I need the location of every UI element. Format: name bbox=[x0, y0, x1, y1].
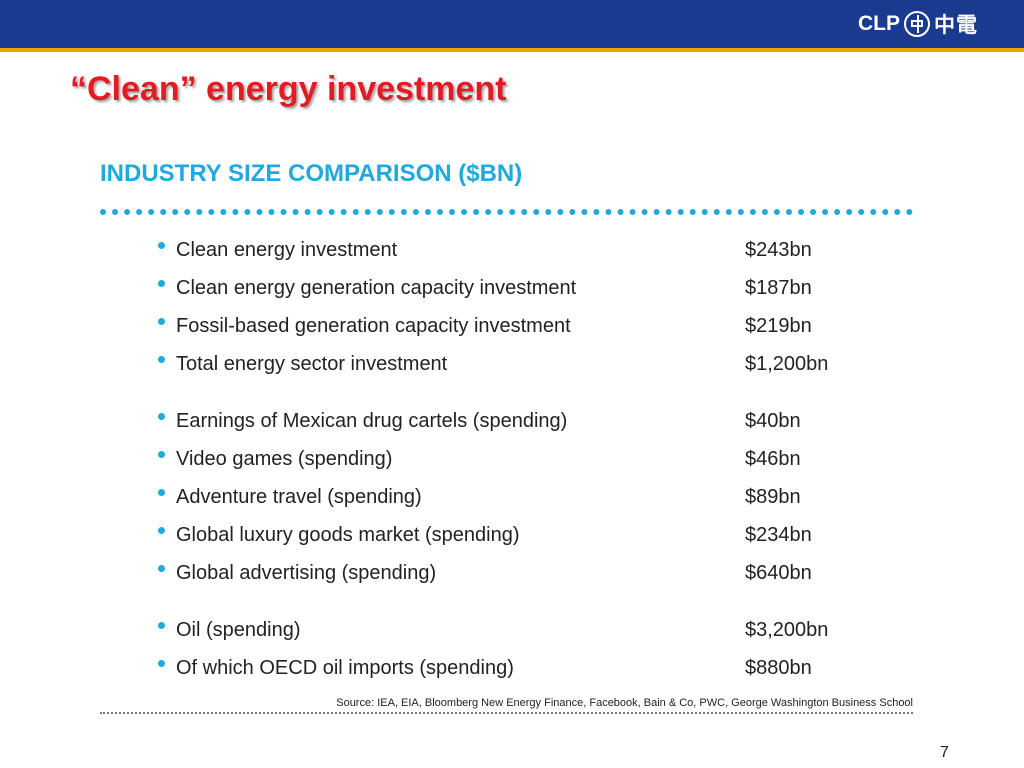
header-bar: CLP 中電 bbox=[0, 0, 1024, 52]
list-item: Global luxury goods market (spending) $23… bbox=[158, 517, 858, 555]
bullet-icon bbox=[158, 280, 165, 287]
bullet-icon bbox=[158, 565, 165, 572]
list-item: Clean energy generation capacity investm… bbox=[158, 270, 858, 308]
item-value: $89bn bbox=[745, 486, 801, 508]
bullet-icon bbox=[158, 622, 165, 629]
logo-chinese-text: 中電 bbox=[934, 14, 978, 37]
item-label: Oil (spending) bbox=[176, 619, 301, 641]
page-number: 7 bbox=[940, 744, 949, 761]
list-item: Video games (spending) $46bn bbox=[158, 441, 858, 479]
item-label: Of which OECD oil imports (spending) bbox=[176, 657, 514, 679]
bullet-icon bbox=[158, 660, 165, 667]
item-label: Video games (spending) bbox=[176, 448, 393, 470]
item-label: Clean energy generation capacity investm… bbox=[176, 277, 577, 299]
bullet-icon bbox=[158, 527, 165, 534]
list-item: Total energy sector investment $1,200bn bbox=[158, 346, 858, 384]
item-value: $40bn bbox=[745, 410, 801, 432]
comparison-list: Clean energy investment $243bn Clean ener… bbox=[158, 232, 858, 688]
list-item: Oil (spending) $3,200bn bbox=[158, 612, 858, 650]
item-label: Total energy sector investment bbox=[176, 353, 448, 375]
item-label: Global advertising (spending) bbox=[176, 562, 437, 584]
source-note: Source: IEA, EIA, Bloomberg New Energy F… bbox=[336, 697, 913, 709]
clp-emblem-icon bbox=[904, 11, 930, 37]
bullet-icon bbox=[158, 318, 165, 325]
item-value: $880bn bbox=[745, 657, 812, 679]
item-value: $640bn bbox=[745, 562, 812, 584]
list-item: Clean energy investment $243bn bbox=[158, 232, 858, 270]
item-value: $1,200bn bbox=[745, 353, 829, 375]
bullet-icon bbox=[158, 489, 165, 496]
bullet-icon bbox=[158, 451, 165, 458]
item-value: $219bn bbox=[745, 315, 812, 337]
slide-title: “Clean” energy investment bbox=[70, 70, 507, 108]
list-item: Global advertising (spending) $640bn bbox=[158, 555, 858, 593]
item-label: Clean energy investment bbox=[176, 239, 398, 261]
item-value: $243bn bbox=[745, 239, 812, 261]
bullet-icon bbox=[158, 413, 165, 420]
bullet-icon bbox=[158, 242, 165, 249]
item-value: $234bn bbox=[745, 524, 812, 546]
list-item: Earnings of Mexican drug cartels (spendi… bbox=[158, 403, 858, 441]
heading-divider bbox=[100, 209, 913, 215]
list-item: Adventure travel (spending) $89bn bbox=[158, 479, 858, 517]
list-item: Of which OECD oil imports (spending) $880… bbox=[158, 650, 858, 688]
item-label: Adventure travel (spending) bbox=[176, 486, 422, 508]
bullet-icon bbox=[158, 356, 165, 363]
section-heading: INDUSTRY SIZE COMPARISON ($BN) bbox=[100, 160, 523, 187]
item-label: Earnings of Mexican drug cartels (spendi… bbox=[176, 410, 568, 432]
item-label: Global luxury goods market (spending) bbox=[176, 524, 520, 546]
logo-text: CLP bbox=[858, 12, 900, 35]
footer-divider bbox=[100, 712, 913, 714]
list-item: Fossil-based generation capacity investm… bbox=[158, 308, 858, 346]
item-label: Fossil-based generation capacity investm… bbox=[176, 315, 571, 337]
item-value: $187bn bbox=[745, 277, 812, 299]
item-value: $46bn bbox=[745, 448, 801, 470]
item-value: $3,200bn bbox=[745, 619, 829, 641]
clp-logo: CLP 中電 bbox=[858, 9, 978, 39]
